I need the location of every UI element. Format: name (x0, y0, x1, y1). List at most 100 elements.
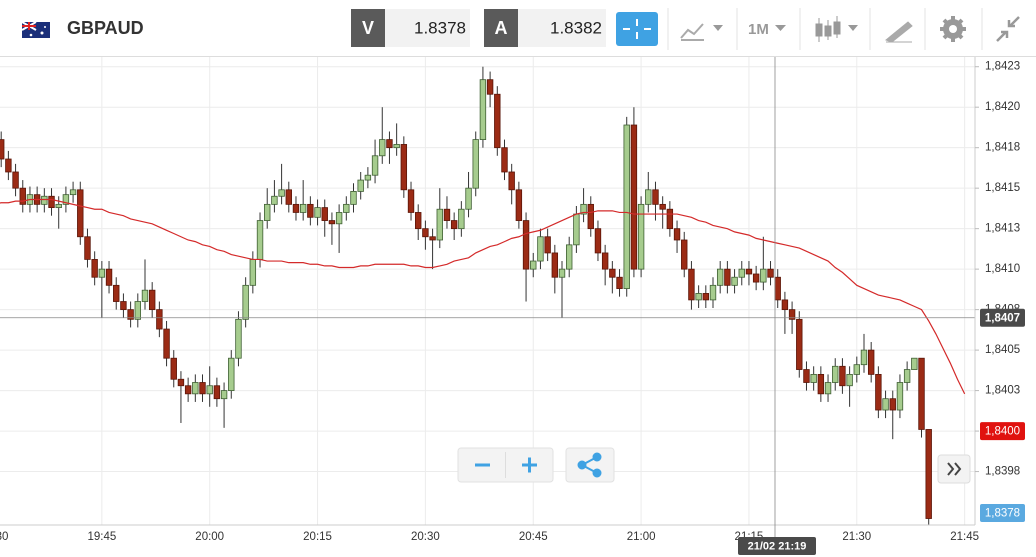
candle (601, 244, 609, 286)
candle-body (415, 212, 422, 230)
candle-body (616, 276, 623, 289)
candle-body (853, 364, 860, 375)
candle (594, 220, 602, 262)
candle (364, 167, 372, 189)
candle (156, 301, 163, 338)
ask-value[interactable]: 1.8382 (550, 18, 602, 37)
candle-body (5, 158, 12, 173)
crosshair-time-box (738, 537, 816, 555)
chart-type-icon[interactable] (680, 23, 704, 41)
candle (709, 277, 717, 309)
candle-body (299, 203, 307, 213)
candle-body (429, 236, 436, 241)
candle-body (601, 252, 609, 270)
candle (508, 163, 515, 205)
candle (587, 196, 594, 237)
candle-body (623, 124, 630, 289)
plot-area (0, 66, 975, 525)
candle (400, 136, 408, 198)
chart-type-caret[interactable] (713, 25, 723, 31)
draw-icon[interactable] (884, 21, 913, 43)
candle-body (371, 155, 379, 176)
settings-icon[interactable] (940, 16, 966, 42)
bid-value-box[interactable] (385, 9, 470, 47)
candle-body (537, 236, 544, 262)
candle-body (781, 299, 789, 311)
candle-body (400, 144, 408, 191)
bid-marker-box (980, 504, 1025, 522)
candle-type-caret[interactable] (848, 25, 858, 31)
share-button[interactable] (565, 447, 615, 483)
collapse-icon[interactable] (996, 16, 1020, 42)
candle (494, 86, 501, 156)
zoom-in-button[interactable] (522, 457, 537, 473)
candle (242, 277, 249, 328)
candle-body (156, 309, 163, 330)
flag (21, 21, 50, 38)
candle (84, 228, 91, 268)
bid-label[interactable]: V (362, 18, 374, 38)
candle (846, 366, 853, 407)
candle-body (724, 268, 731, 286)
candle (544, 228, 551, 262)
candle-body (925, 429, 932, 519)
y-tick-label: 1,8415 (985, 182, 1020, 194)
candle-body (767, 268, 774, 278)
candle (5, 150, 12, 181)
ask-label[interactable]: A (495, 18, 508, 38)
timeframe-caret[interactable] (775, 25, 786, 31)
last-price-box (980, 422, 1025, 441)
candle (673, 220, 681, 253)
crosshair-price-box (980, 308, 1025, 327)
candle (666, 201, 674, 237)
candle-body (163, 328, 170, 359)
candle-body (12, 171, 19, 189)
candle (911, 357, 918, 370)
y-tick-label: 1,8405 (985, 344, 1020, 356)
candle (501, 139, 508, 181)
candle (134, 293, 141, 328)
candle (580, 188, 587, 223)
candle-body (450, 220, 458, 230)
candle-body (544, 236, 551, 254)
candle-body (551, 252, 559, 278)
candle-body (594, 228, 602, 254)
moving-average (0, 198, 966, 395)
candle (616, 269, 623, 297)
candle (803, 361, 810, 391)
candle (472, 131, 479, 197)
candle-type-icon[interactable] (815, 16, 841, 42)
candle-body (566, 244, 573, 270)
candle-body (235, 318, 242, 359)
crosshair-button[interactable] (616, 12, 658, 46)
candle (235, 311, 242, 367)
candle (609, 261, 616, 294)
bid-value[interactable]: 1.8378 (414, 18, 466, 37)
candle (192, 374, 199, 402)
candle-body (127, 309, 134, 320)
candle-body (709, 284, 717, 301)
candle-body (48, 195, 55, 209)
y-tick-label: 1,8403 (985, 385, 1020, 397)
candle-body (98, 268, 106, 278)
candle-body (839, 365, 846, 387)
ask-label-box[interactable] (484, 9, 518, 47)
candle-body (0, 139, 5, 160)
candle (702, 285, 710, 309)
ask-value-box[interactable] (518, 9, 606, 47)
candle-body (681, 239, 688, 270)
candle-body (69, 189, 77, 196)
candle (278, 163, 285, 205)
candle-body (479, 79, 487, 140)
candle (486, 71, 494, 108)
candle (731, 269, 738, 294)
candle-body (860, 349, 868, 366)
timeframe[interactable]: 1M (748, 21, 769, 38)
candle-body (796, 318, 803, 370)
candle (688, 261, 695, 310)
bid-label-box[interactable] (351, 9, 385, 47)
candle (415, 204, 422, 240)
candle (170, 350, 177, 388)
candle (896, 374, 904, 419)
